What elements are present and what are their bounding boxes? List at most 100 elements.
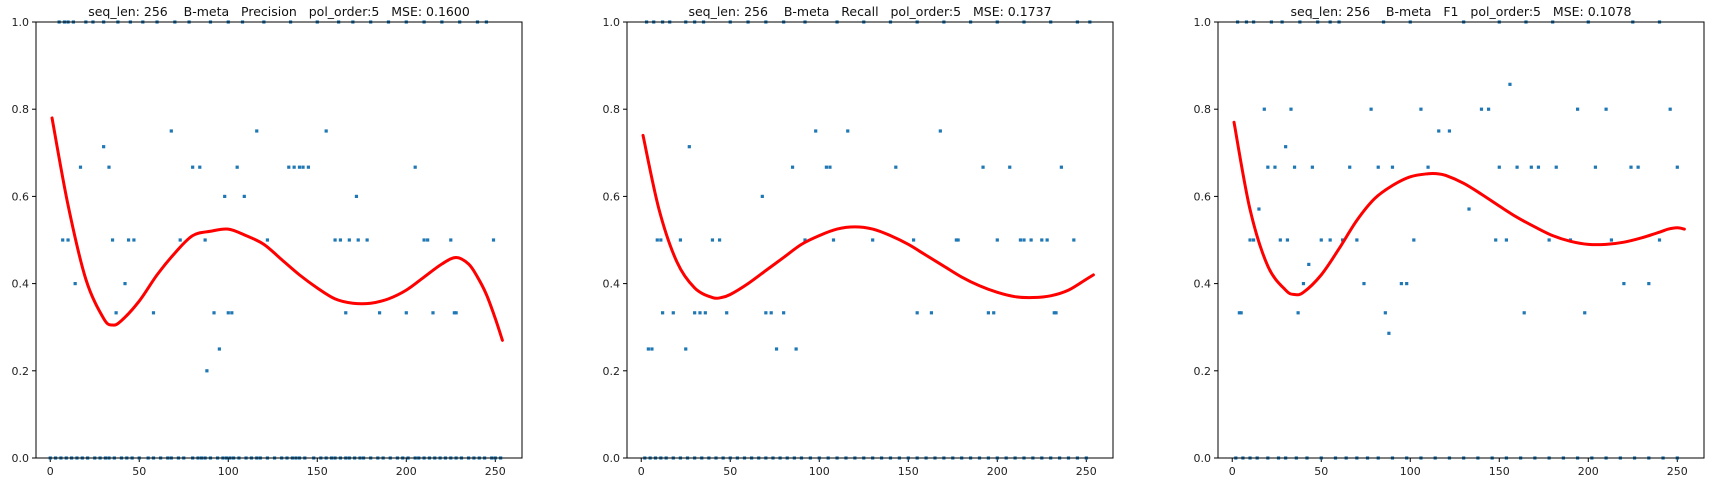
scatter-point <box>265 238 270 242</box>
scatter-point <box>693 311 697 315</box>
scatter-point <box>306 165 310 169</box>
scatter-point <box>191 165 195 169</box>
scatter-point <box>365 238 369 242</box>
scatter-point <box>1576 107 1580 111</box>
scatter-point <box>912 238 916 242</box>
scatter-point <box>986 311 990 315</box>
x-tick-label: 250 <box>1076 465 1097 478</box>
scatter-point <box>954 238 958 242</box>
scatter-point <box>1657 238 1662 242</box>
scatter-point <box>431 311 435 315</box>
scatter-point <box>1515 165 1519 169</box>
x-tick-label: 0 <box>1229 465 1236 478</box>
x-tick-label: 0 <box>47 465 54 478</box>
y-tick-label: 0.0 <box>603 452 621 465</box>
scatter-point <box>1348 165 1352 169</box>
scatter-point <box>1419 107 1423 111</box>
scatter-point <box>356 238 360 242</box>
plot-frame <box>626 21 1114 459</box>
scatter-point <box>452 311 456 315</box>
scatter-point <box>1387 331 1391 335</box>
scatter-point <box>1292 165 1297 169</box>
scatter-point <box>1494 238 1498 242</box>
scatter-point <box>671 311 675 315</box>
scatter-point <box>1636 165 1640 169</box>
scatter-point <box>1447 129 1452 133</box>
scatter-point <box>1522 311 1526 315</box>
scatter-point <box>1479 107 1484 111</box>
scatter-point <box>774 347 779 351</box>
scatter-point <box>678 238 683 242</box>
scatter-point <box>1054 311 1058 315</box>
scatter-point <box>1355 238 1359 242</box>
y-tick-label: 1.0 <box>1194 16 1212 29</box>
scatter-point <box>235 165 239 169</box>
chart-panel-3: seq_len: 256 B-meta F1 pol_order:5 MSE: … <box>1194 4 1705 478</box>
scatter-point <box>344 311 348 315</box>
scatter-point <box>992 311 996 315</box>
x-tick-label: 150 <box>898 465 919 478</box>
scatter-point <box>1059 165 1063 169</box>
scatter-point <box>1328 238 1332 242</box>
scatter-point <box>1319 238 1323 242</box>
scatter-point <box>449 238 453 242</box>
scatter-point <box>255 129 259 133</box>
chart-title: seq_len: 256 B-meta Precision pol_order:… <box>88 4 470 19</box>
scatter-point <box>725 311 729 315</box>
scatter-point <box>226 311 230 315</box>
scatter-point <box>422 238 426 242</box>
scatter-point <box>1609 238 1614 242</box>
scatter-point <box>1399 282 1403 286</box>
scatter-point <box>1536 165 1541 169</box>
scatter-point <box>1647 282 1651 286</box>
scatter-point <box>1296 311 1300 315</box>
x-tick-label: 50 <box>132 465 146 478</box>
scatter-point <box>1301 282 1306 286</box>
y-tick-label: 0.2 <box>1194 365 1212 378</box>
x-tick-label: 200 <box>396 465 417 478</box>
scatter-series <box>643 20 1092 460</box>
scatter-point <box>338 238 343 242</box>
scatter-point <box>1529 165 1533 169</box>
scatter-point <box>1072 238 1076 242</box>
y-tick-label: 0.0 <box>1194 452 1212 465</box>
scatter-point <box>760 194 764 198</box>
scatter-point <box>1248 238 1252 242</box>
scatter-point <box>995 238 999 242</box>
scatter-point <box>413 165 417 169</box>
scatter-point <box>1008 165 1012 169</box>
scatter-point <box>110 238 115 242</box>
x-tick-label: 100 <box>218 465 239 478</box>
scatter-point <box>132 238 136 242</box>
scatter-point <box>769 311 773 315</box>
y-tick-label: 0.6 <box>1194 190 1212 203</box>
scatter-point <box>824 165 828 169</box>
plot-frame <box>35 21 523 459</box>
scatter-point <box>1022 238 1026 242</box>
scatter-point <box>1262 107 1266 111</box>
scatter-point <box>230 311 234 315</box>
scatter-point <box>242 194 246 198</box>
scatter-point <box>212 311 216 315</box>
scatter-point <box>710 238 715 242</box>
scatter-point <box>717 238 722 242</box>
scatter-point <box>324 129 328 133</box>
scatter-point <box>1341 238 1345 242</box>
scatter-point <box>491 238 496 242</box>
scatter-point <box>1376 165 1380 169</box>
scatter-point <box>426 238 430 242</box>
scatter-point <box>178 238 182 242</box>
scatter-point <box>655 238 659 242</box>
scatter-point <box>1508 82 1512 86</box>
scatter-point <box>217 347 221 351</box>
scatter-point <box>377 311 382 315</box>
scatter-point <box>347 238 351 242</box>
x-tick-label: 150 <box>307 465 328 478</box>
scatter-point <box>938 129 942 133</box>
chart-panel-1: seq_len: 256 B-meta Precision pol_order:… <box>12 4 523 478</box>
polynomial-fit-line <box>641 133 1095 300</box>
scatter-point <box>1029 238 1033 242</box>
scatter-point <box>956 238 960 242</box>
x-tick-label: 150 <box>1489 465 1510 478</box>
